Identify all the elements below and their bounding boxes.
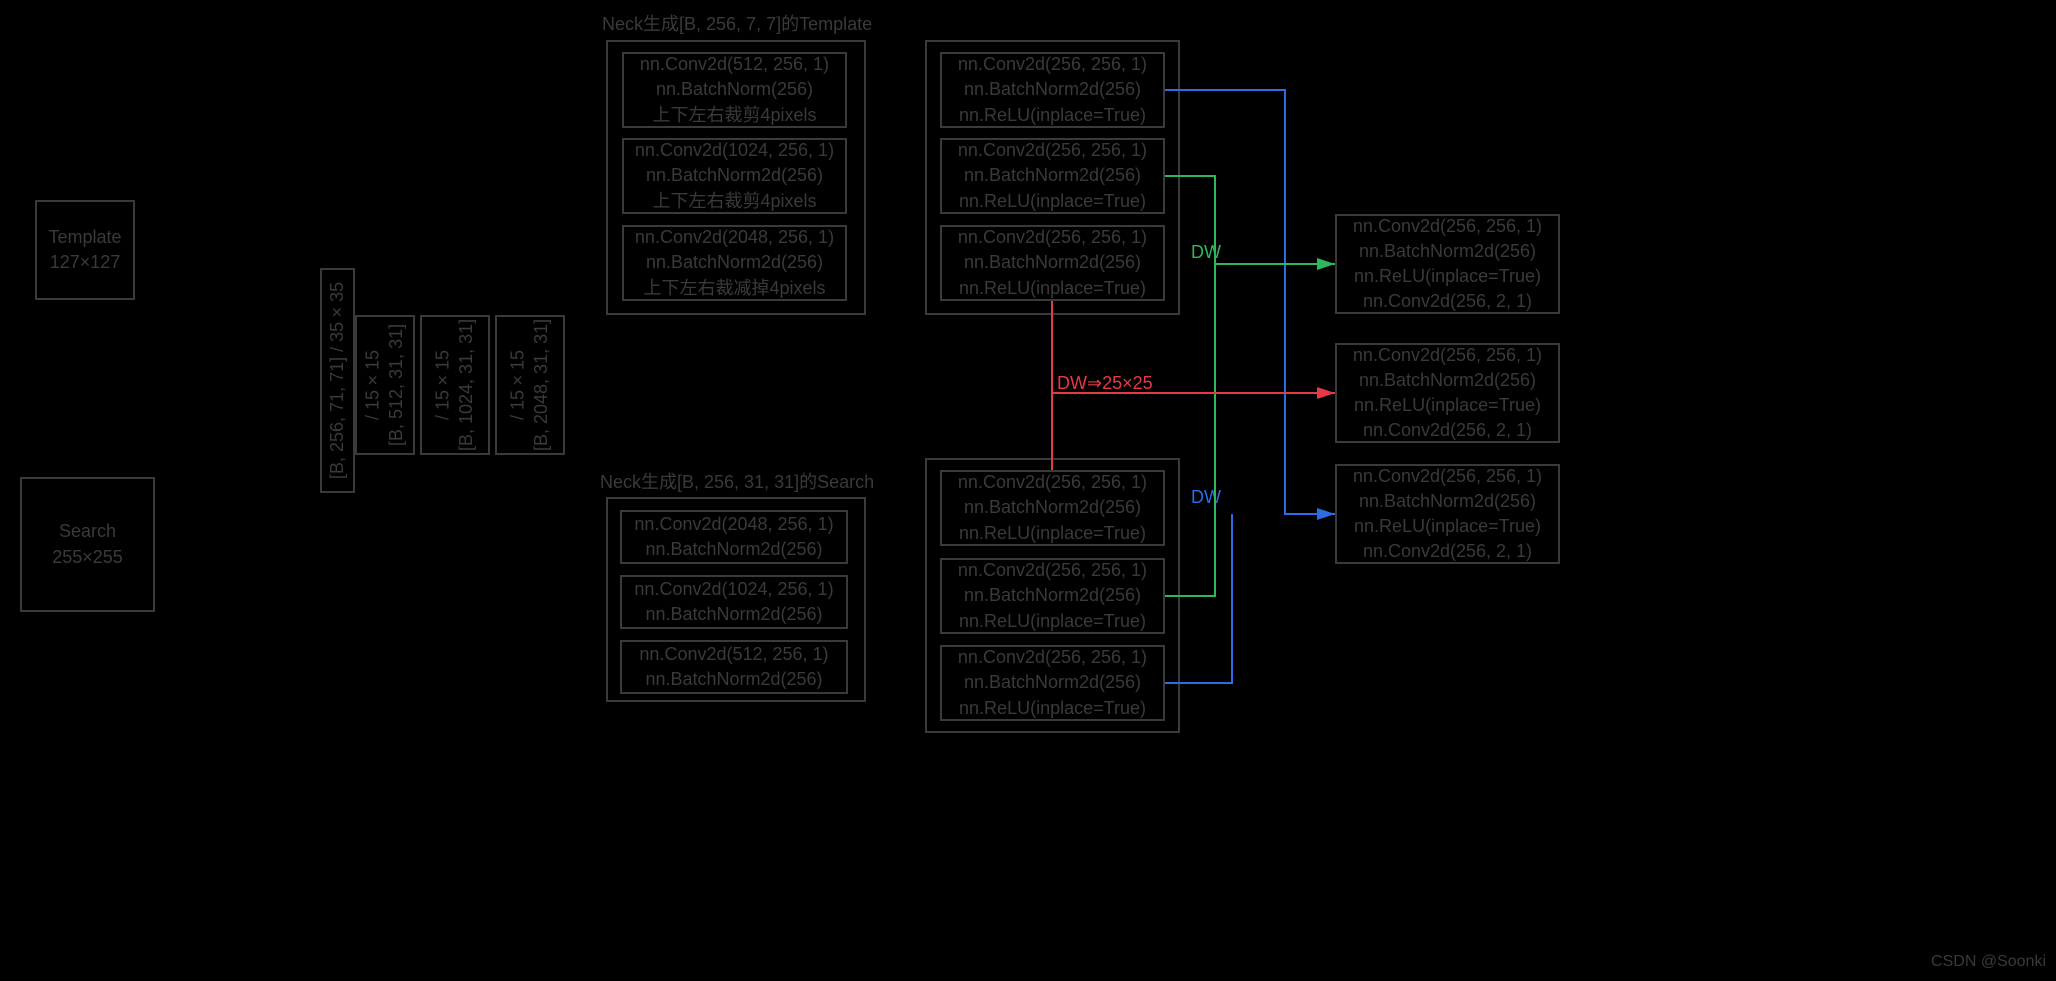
neck-template-b2: nn.Conv2d(1024, 256, 1) nn.BatchNorm2d(2… <box>622 138 847 214</box>
conv-bot-b2: nn.Conv2d(256, 256, 1) nn.BatchNorm2d(25… <box>940 558 1165 634</box>
neck-template-b3: nn.Conv2d(2048, 256, 1) nn.BatchNorm2d(2… <box>622 225 847 301</box>
conv-top-b2: nn.Conv2d(256, 256, 1) nn.BatchNorm2d(25… <box>940 138 1165 214</box>
backbone-col4-l1: [B, 2048, 31, 31] <box>530 319 553 451</box>
neck-search-title: Neck生成[B, 256, 31, 31]的Search <box>600 468 874 494</box>
dw-top-label: DW <box>1191 242 1221 263</box>
backbone-col3-l1: [B, 1024, 31, 31] <box>455 319 478 451</box>
search-size: 255×255 <box>52 545 123 570</box>
backbone-col3: [B, 1024, 31, 31] / 15×15 <box>420 315 490 455</box>
backbone-col3-l2: / 15×15 <box>432 350 455 420</box>
backbone-col1: [B, 256, 71, 71] / 35×35 <box>320 268 355 493</box>
conv-top-b3: nn.Conv2d(256, 256, 1) nn.BatchNorm2d(25… <box>940 225 1165 301</box>
template-label: Template <box>48 225 121 250</box>
dw-bot-label: DW <box>1191 487 1221 508</box>
head-b1: nn.Conv2d(256, 256, 1) nn.BatchNorm2d(25… <box>1335 214 1560 314</box>
neck-search-b1: nn.Conv2d(2048, 256, 1) nn.BatchNorm2d(2… <box>620 510 848 564</box>
conv-bot-b3: nn.Conv2d(256, 256, 1) nn.BatchNorm2d(25… <box>940 645 1165 721</box>
dw-mid-label: DW⇒25×25 <box>1057 373 1153 394</box>
backbone-col1-text: [B, 256, 71, 71] / 35×35 <box>326 282 349 479</box>
neck-template-b1: nn.Conv2d(512, 256, 1) nn.BatchNorm(256)… <box>622 52 847 128</box>
neck-template-title: Neck生成[B, 256, 7, 7]的Template <box>602 10 872 36</box>
template-node: Template 127×127 <box>35 200 135 300</box>
neck-search-b2: nn.Conv2d(1024, 256, 1) nn.BatchNorm2d(2… <box>620 575 848 629</box>
conv-bot-b1: nn.Conv2d(256, 256, 1) nn.BatchNorm2d(25… <box>940 470 1165 546</box>
backbone-col2-l2: / 15×15 <box>362 350 385 420</box>
conv-top-b1: nn.Conv2d(256, 256, 1) nn.BatchNorm2d(25… <box>940 52 1165 128</box>
backbone-col2-l1: [B, 512, 31, 31] <box>385 324 408 446</box>
backbone-col4-l2: / 15×15 <box>507 350 530 420</box>
search-node: Search 255×255 <box>20 477 155 612</box>
template-size: 127×127 <box>50 250 121 275</box>
backbone-col2: [B, 512, 31, 31] / 15×15 <box>355 315 415 455</box>
neck-search-b3: nn.Conv2d(512, 256, 1) nn.BatchNorm2d(25… <box>620 640 848 694</box>
head-b3: nn.Conv2d(256, 256, 1) nn.BatchNorm2d(25… <box>1335 464 1560 564</box>
backbone-col4: [B, 2048, 31, 31] / 15×15 <box>495 315 565 455</box>
head-b2: nn.Conv2d(256, 256, 1) nn.BatchNorm2d(25… <box>1335 343 1560 443</box>
watermark: CSDN @Soonki <box>1931 953 2046 971</box>
search-label: Search <box>59 519 116 544</box>
